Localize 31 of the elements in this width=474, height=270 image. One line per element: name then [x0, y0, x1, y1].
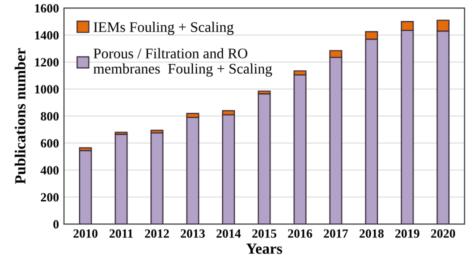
bar	[258, 93, 271, 224]
x-tick-label: 2016	[288, 229, 312, 238]
x-tick-label: 2012	[144, 229, 169, 238]
y-tick-label: 1400	[35, 31, 59, 40]
bar	[222, 114, 235, 224]
y-tick-label: 1200	[35, 58, 59, 67]
y-tick-label: 0	[53, 220, 59, 229]
y-tick-label: 1000	[35, 85, 59, 94]
y-axis-title: Publications number	[14, 48, 26, 184]
y-tick-label: 1600	[35, 4, 59, 13]
y-tick-label: 600	[40, 139, 59, 148]
bar	[186, 116, 200, 224]
x-tick-label: 2017	[324, 229, 348, 238]
y-tick-label: 800	[40, 112, 59, 121]
x-axis-title: Years	[246, 244, 282, 254]
bar	[294, 74, 306, 224]
x-tick-label: 2015	[252, 229, 276, 238]
x-tick-label: 2018	[360, 229, 384, 238]
x-tick-label: 2014	[216, 229, 241, 238]
legend-label: IEMs Fouling + Scaling	[94, 22, 234, 36]
bar	[114, 134, 128, 224]
y-tick-label: 200	[40, 193, 59, 202]
x-tick-label: 2019	[395, 229, 420, 238]
x-tick-label: 2013	[180, 229, 205, 238]
x-tick-label: 2010	[73, 229, 98, 238]
x-tick-label: 2020	[431, 229, 456, 238]
x-tick-label: 2011	[110, 229, 133, 238]
y-tick-label: 400	[40, 166, 59, 175]
bar	[150, 132, 164, 224]
bar	[78, 150, 92, 224]
legend-label: Porous / Filtration and RO membranes Fouling + Scaling	[93, 48, 272, 77]
